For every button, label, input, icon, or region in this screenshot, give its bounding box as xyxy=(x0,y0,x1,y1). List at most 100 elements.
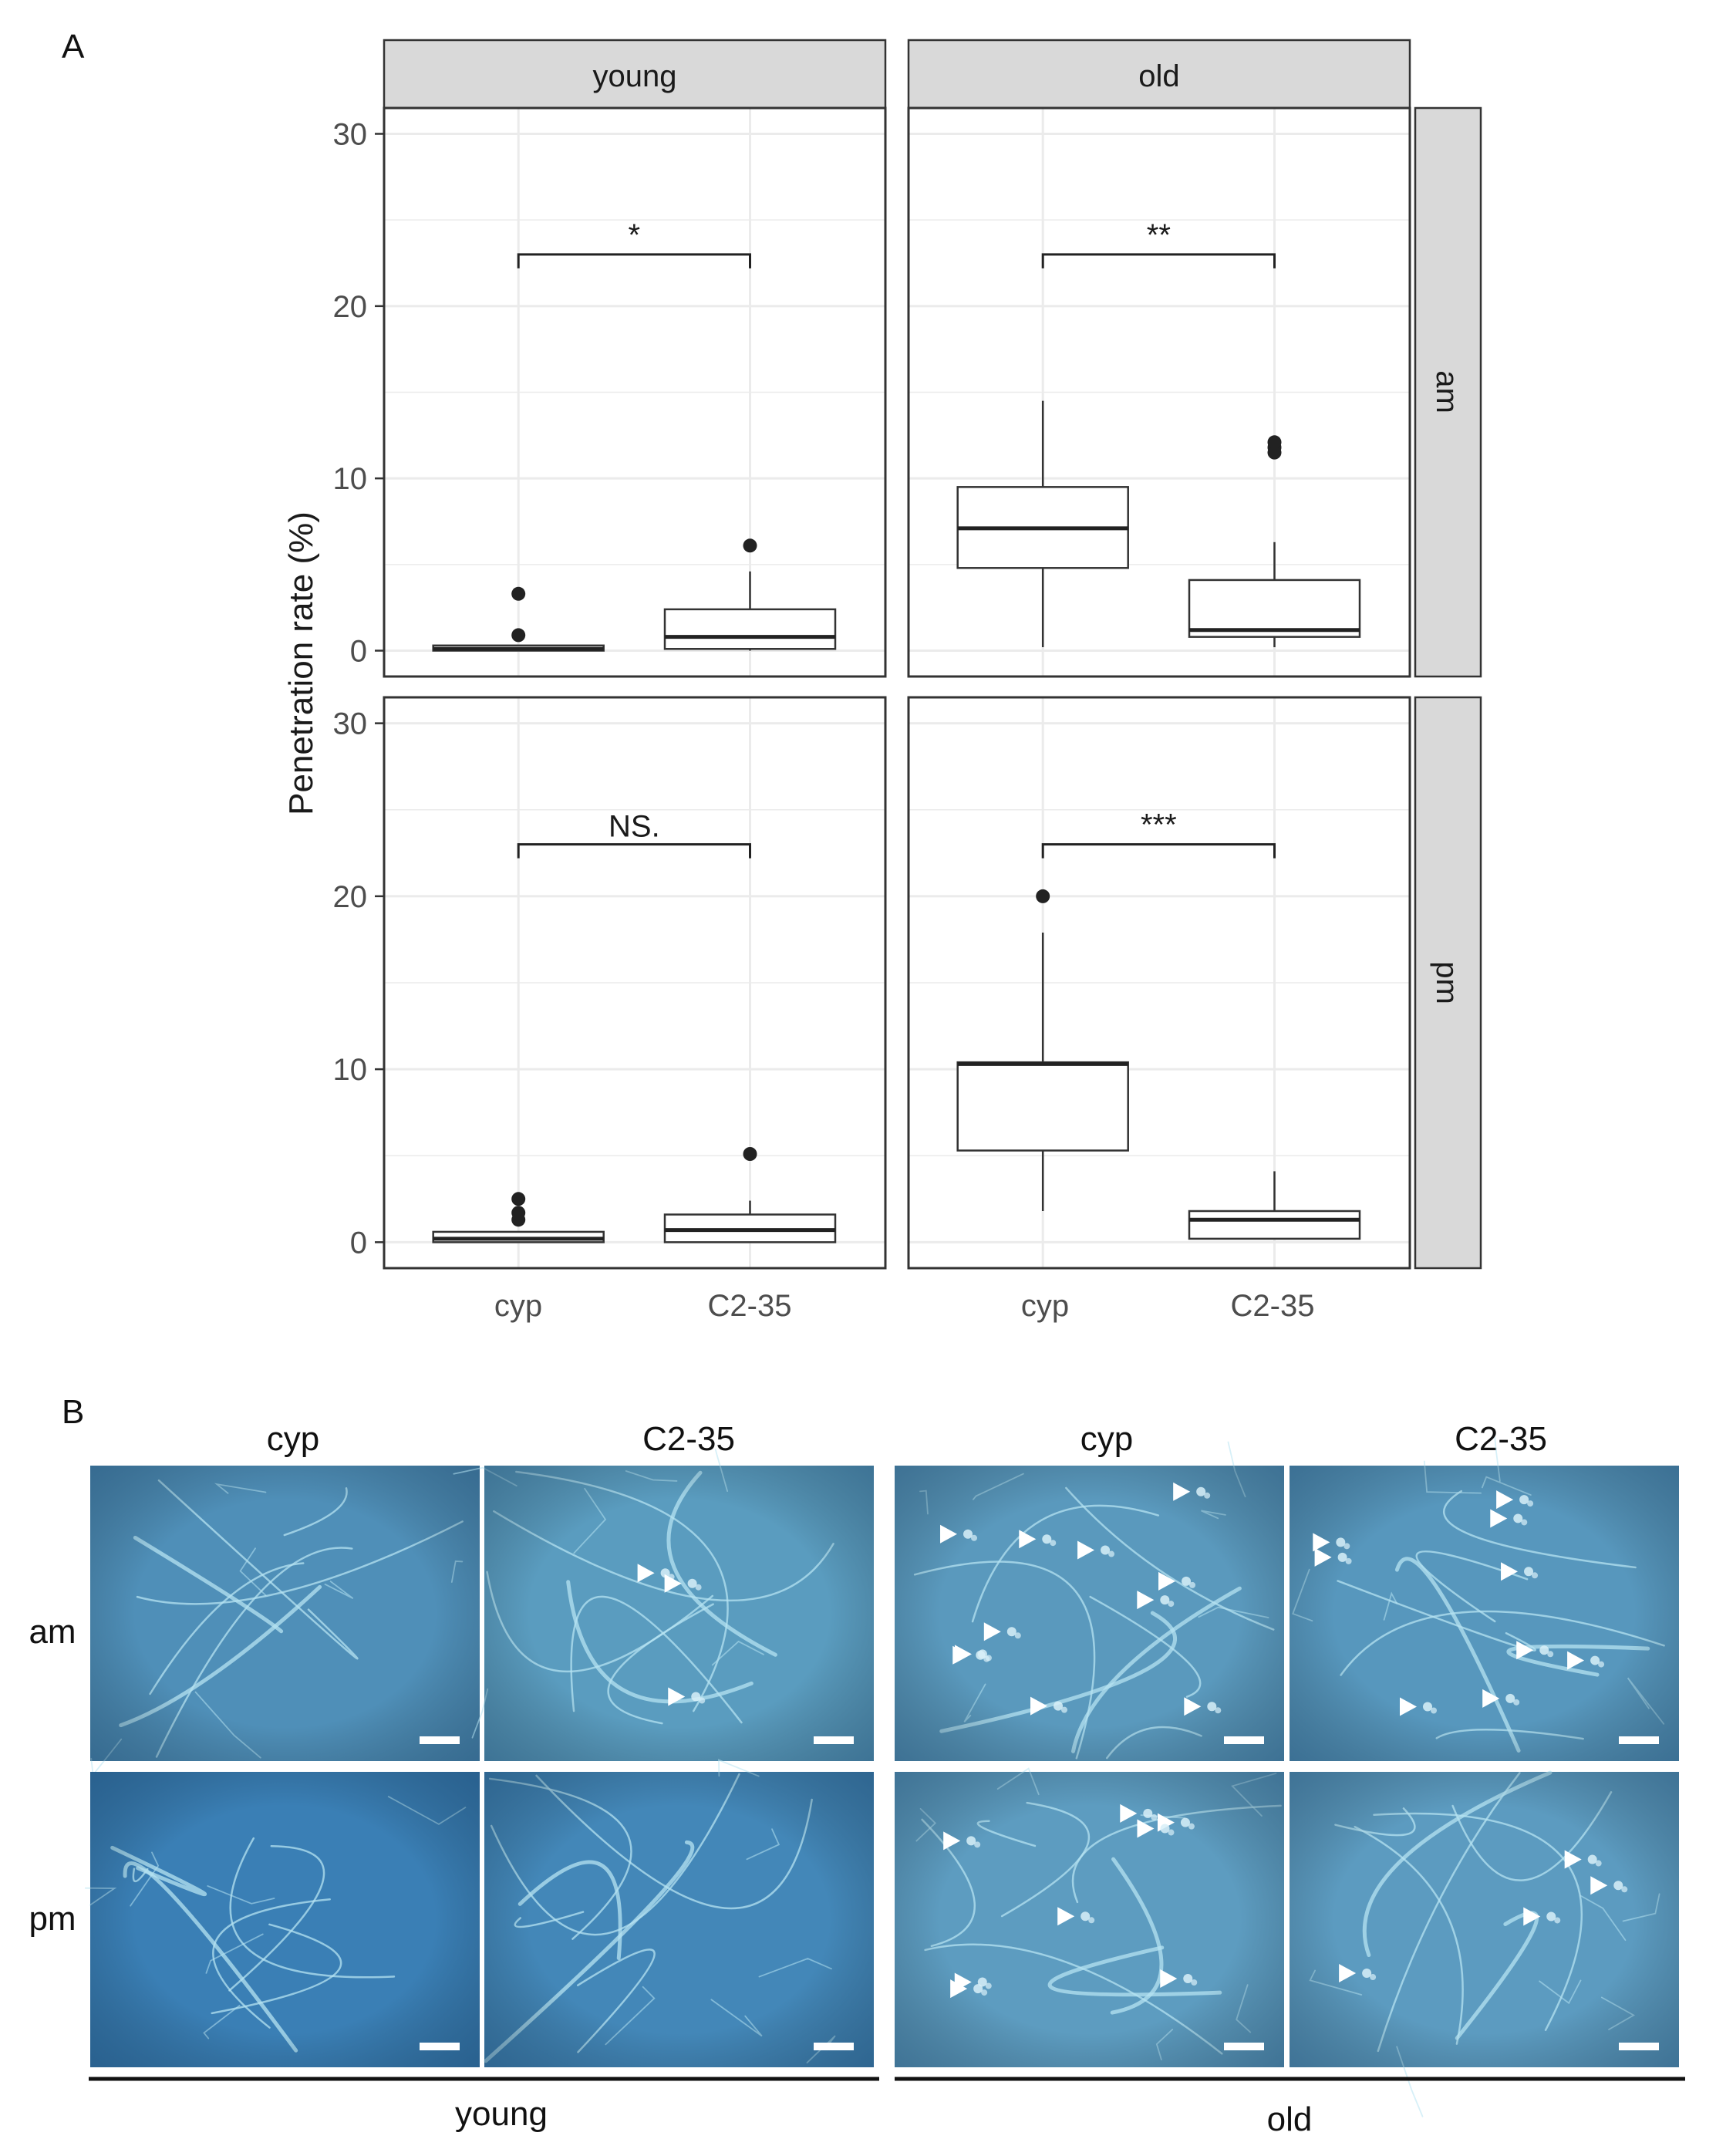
y-tick-label: 0 xyxy=(350,1226,367,1260)
arrowhead-marker xyxy=(1339,1964,1357,1983)
arrowhead-marker xyxy=(1523,1907,1541,1926)
x-tick-label: cyp xyxy=(1021,1289,1069,1323)
group-label-old: old xyxy=(1267,2100,1313,2138)
facet-panel-old-pm: *** xyxy=(907,696,1411,1270)
micrograph-vignette xyxy=(1290,1772,1679,2067)
haustorium-spot xyxy=(985,1655,992,1662)
panel-b-label: B xyxy=(62,1393,84,1431)
arrowhead-marker xyxy=(1160,1969,1178,1989)
haustorium-spot xyxy=(1196,1486,1206,1496)
panel-border xyxy=(907,106,1411,678)
arrowhead-marker xyxy=(1137,1591,1155,1610)
micrograph-vignette xyxy=(484,1466,874,1761)
micrograph-old-cyp-pm xyxy=(895,1767,1284,2067)
haustorium-spot xyxy=(1183,1974,1193,1984)
y-tick-label: 10 xyxy=(333,462,368,496)
haustorium-spot xyxy=(985,1982,992,1989)
arrowhead-marker xyxy=(1120,1803,1138,1823)
haustorium-spot xyxy=(695,1584,702,1591)
strip-pm xyxy=(1414,696,1482,1270)
arrowhead-marker xyxy=(1137,1819,1155,1838)
haustorium-spot xyxy=(1343,1543,1350,1550)
haustorium-spot xyxy=(1598,1661,1605,1668)
x-axis-ticks: cyp C2-35 cyp C2-35 xyxy=(494,1289,1315,1323)
arrowhead-marker xyxy=(1501,1562,1519,1581)
arrowhead-marker xyxy=(1490,1509,1508,1528)
significance-bracket xyxy=(1041,253,1276,268)
haustorium-spot xyxy=(1160,1595,1170,1605)
arrowhead-marker xyxy=(1158,1571,1176,1591)
box-C2-35 xyxy=(663,1147,837,1243)
facet-panel-old-am: ** xyxy=(907,106,1411,678)
box-iqr xyxy=(663,608,837,650)
panel-border xyxy=(907,696,1411,1270)
haustorium-spot xyxy=(1362,1969,1372,1979)
haustorium-spot xyxy=(1006,1627,1016,1637)
micrograph-young-C2-35-am xyxy=(453,1449,874,1761)
x-tick-label: cyp xyxy=(494,1289,542,1323)
box-cyp xyxy=(956,889,1129,1211)
significance-label: *** xyxy=(1141,808,1177,842)
box-plot-area: * **NS. *** xyxy=(383,106,1411,1270)
outlier-point xyxy=(743,538,757,553)
haustorium-spot xyxy=(1532,1572,1539,1579)
haustorium-spot xyxy=(1160,1824,1170,1834)
micrograph-old-C2-35-pm xyxy=(1290,1770,1679,2117)
outlier-point xyxy=(511,628,526,643)
haustorium-spot xyxy=(699,1697,706,1704)
x-tick-label: C2-35 xyxy=(1231,1289,1315,1323)
box-cyp xyxy=(432,586,605,652)
arrowhead-marker xyxy=(1057,1907,1075,1926)
arrowhead-marker xyxy=(1314,1547,1332,1567)
haustorium-spot xyxy=(1151,1814,1158,1820)
haustorium-spot xyxy=(971,1534,978,1541)
outlier-point xyxy=(511,586,526,601)
column-label: cyp xyxy=(267,1420,319,1458)
micrograph-row-labels: am pm xyxy=(29,1613,76,1938)
group-label-young: young xyxy=(455,2095,548,2133)
haustorium-spot xyxy=(1345,1557,1352,1564)
haustorium-spot xyxy=(981,1989,988,1996)
haustorium-spot xyxy=(1215,1707,1222,1714)
haustorium-spot xyxy=(1527,1500,1534,1507)
haustorium-spot xyxy=(1513,1699,1520,1706)
column-label: C2-35 xyxy=(1455,1420,1547,1458)
column-label: cyp xyxy=(1081,1420,1133,1458)
haustorium-spot xyxy=(1108,1550,1115,1557)
box-iqr xyxy=(956,1061,1129,1152)
significance-label: NS. xyxy=(609,810,660,844)
outlier-point xyxy=(511,1192,526,1206)
arrowhead-marker xyxy=(983,1622,1001,1641)
arrowhead-marker xyxy=(664,1574,682,1593)
haustorium-spot xyxy=(1189,1581,1196,1588)
arrowhead-marker xyxy=(637,1564,655,1583)
haustorium-spot xyxy=(1014,1632,1021,1639)
significance-bracket xyxy=(517,843,751,859)
y-tick-label: 30 xyxy=(333,707,368,741)
haustorium-spot xyxy=(1168,1829,1175,1836)
arrowhead-marker xyxy=(668,1687,686,1706)
facet-strips: young old am pm xyxy=(383,39,1482,1270)
significance-label: * xyxy=(629,218,641,252)
haustorium-spot xyxy=(1621,1886,1628,1893)
haustorium-spot xyxy=(973,1984,983,1994)
y-tick-label: 20 xyxy=(333,290,368,324)
strip-pm-label: pm xyxy=(1430,961,1464,1004)
y-axis-ticks: 0 10 20 30 0 10 20 30 xyxy=(333,118,384,1260)
haustorium-spot xyxy=(1168,1601,1175,1608)
haustorium-spot xyxy=(1423,1702,1433,1712)
strip-old-label: old xyxy=(1138,59,1179,93)
strip-young-label: young xyxy=(593,59,677,93)
haustorium-spot xyxy=(1546,1911,1556,1922)
haustorium-spot xyxy=(1180,1817,1190,1827)
y-tick-label: 30 xyxy=(333,118,368,152)
haustorium-spot xyxy=(966,1836,976,1846)
arrowhead-marker xyxy=(940,1524,958,1544)
arrowhead-marker xyxy=(1173,1482,1191,1501)
box-iqr xyxy=(1188,579,1361,638)
haustorium-spot xyxy=(1547,1651,1554,1658)
box-iqr xyxy=(1188,1210,1361,1240)
micrograph-vignette xyxy=(90,1466,480,1761)
vein xyxy=(718,1759,760,1777)
